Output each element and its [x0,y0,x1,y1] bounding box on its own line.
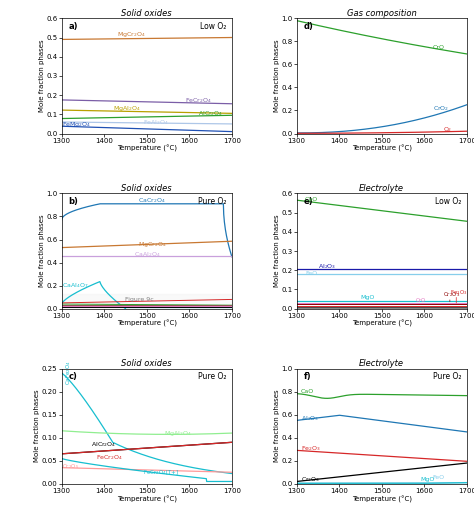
X-axis label: Temperature (°C): Temperature (°C) [117,320,177,327]
Text: CaO: CaO [301,389,314,394]
Title: Solid oxides: Solid oxides [121,8,172,18]
Text: FeO: FeO [433,475,445,480]
Text: FeMg$_2$O$_4$: FeMg$_2$O$_4$ [62,120,91,129]
Text: MgCr$_2$O$_4$: MgCr$_2$O$_4$ [117,30,146,39]
Text: Al$_2$O$_3$: Al$_2$O$_3$ [301,414,319,423]
Text: Cr$_2$O$_5$: Cr$_2$O$_5$ [62,462,79,471]
Text: CaFe$_2$O$_4$: CaFe$_2$O$_4$ [64,360,73,385]
Text: MgO: MgO [420,477,435,482]
Text: Cr$_2$O$_3$: Cr$_2$O$_3$ [444,290,461,299]
Text: MgCr$_2$O$_4$: MgCr$_2$O$_4$ [138,240,167,248]
Text: FeO: FeO [305,271,317,276]
Y-axis label: Mole fraction phases: Mole fraction phases [274,40,280,112]
Text: O$_2$: O$_2$ [444,125,453,134]
Text: FeCr$_2$O$_4$: FeCr$_2$O$_4$ [185,96,212,105]
Text: Pure O₂: Pure O₂ [198,197,227,206]
X-axis label: Temperature (°C): Temperature (°C) [117,145,177,152]
Title: Electrolyte: Electrolyte [359,184,404,192]
Text: CaO: CaO [305,197,319,202]
Text: Al$_2$O$_3$: Al$_2$O$_3$ [318,262,336,271]
Y-axis label: Mole fraction phases: Mole fraction phases [274,390,280,462]
Text: CrO$_2$: CrO$_2$ [433,105,449,113]
Text: CaAl$_2$O$_4$: CaAl$_2$O$_4$ [134,249,161,258]
Title: Solid oxides: Solid oxides [121,184,172,192]
Text: FeAl$_2$O$_4$: FeAl$_2$O$_4$ [143,118,168,127]
Text: e): e) [303,197,313,206]
Text: CaCr$_2$O$_4$: CaCr$_2$O$_4$ [138,196,166,205]
Bar [62,294,232,309]
Text: MgAl$_2$O$_4$: MgAl$_2$O$_4$ [164,429,191,438]
Text: Pure O₂: Pure O₂ [433,372,462,381]
X-axis label: Temperature (°C): Temperature (°C) [352,495,412,503]
Text: AlCr$_2$O$_4$: AlCr$_2$O$_4$ [91,440,117,449]
Text: FeCr$_2$O$_4$[T+]: FeCr$_2$O$_4$[T+] [143,469,179,477]
Text: d): d) [303,22,313,31]
Text: Fe$_2$O$_3$: Fe$_2$O$_3$ [301,445,320,453]
Text: a): a) [68,22,78,31]
Text: Low O₂: Low O₂ [436,197,462,206]
Y-axis label: Mole fraction phases: Mole fraction phases [39,40,45,112]
Text: Cr$_2$O$_3$: Cr$_2$O$_3$ [301,475,320,484]
Text: CrO: CrO [433,46,445,50]
Title: Solid oxides: Solid oxides [121,359,172,368]
Text: Fe$_2$O$_3$: Fe$_2$O$_3$ [450,288,467,297]
X-axis label: Temperature (°C): Temperature (°C) [352,145,412,152]
Text: MgO: MgO [360,295,375,300]
Text: CaAl$_4$O$_7$: CaAl$_4$O$_7$ [62,281,88,290]
Text: Figure 9c: Figure 9c [126,297,154,302]
Text: f): f) [303,372,311,381]
Text: Pure O₂: Pure O₂ [198,372,227,381]
Text: b): b) [68,197,78,206]
Y-axis label: Mole fraction phases: Mole fraction phases [274,215,280,287]
X-axis label: Temperature (°C): Temperature (°C) [117,495,177,503]
Text: AlCr$_2$O$_4$: AlCr$_2$O$_4$ [198,109,223,118]
X-axis label: Temperature (°C): Temperature (°C) [352,320,412,327]
Text: Low O₂: Low O₂ [201,22,227,31]
Y-axis label: Mole fraction phases: Mole fraction phases [34,390,40,462]
Text: MgAl$_2$O$_4$: MgAl$_2$O$_4$ [113,104,140,113]
Title: Electrolyte: Electrolyte [359,359,404,368]
Y-axis label: Mole fraction phases: Mole fraction phases [39,215,45,287]
Text: CrO: CrO [416,298,426,303]
Text: c): c) [68,372,77,381]
Text: FeCr$_2$O$_4$: FeCr$_2$O$_4$ [96,453,122,462]
Title: Gas composition: Gas composition [347,8,417,18]
